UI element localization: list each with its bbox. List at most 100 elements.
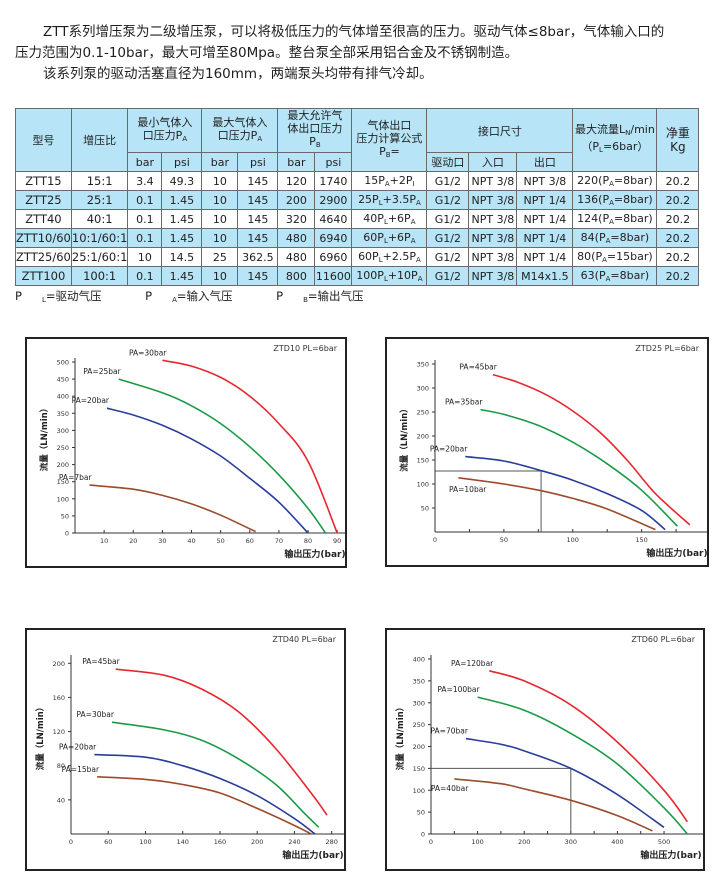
x-axis-label: 输出压力(bar): [284, 548, 345, 560]
series-label: PA=120bar: [451, 659, 494, 668]
intro-line-3: 该系列泵的驱动活塞直径为160mm，两端泵头均带有排气冷却。: [43, 66, 433, 82]
y-tick-label: 50: [421, 505, 429, 513]
header-formula: 气体出口 压力计算公式 PB=: [351, 108, 428, 172]
cell-max-bar: 10: [201, 209, 239, 229]
cell-ratio: 100:1: [70, 266, 129, 286]
series-line-pa-15bar: [97, 776, 312, 835]
cell-max-flow: 136(PA=8bar): [572, 190, 658, 210]
header-ports: 接口尺寸: [426, 108, 574, 153]
x-tick-label: 60: [104, 838, 112, 846]
cell-weight: 20.2: [656, 190, 700, 210]
cell-out-bar: 800: [277, 266, 316, 286]
y-tick-label: 350: [413, 677, 425, 685]
cell-min-bar: 0.1: [127, 209, 163, 229]
intro-text: ZTT系列增压泵为二级增压泵，可以将极低压力的气体增至很高的压力。驱动气体≤8b…: [15, 22, 715, 85]
cell-max-bar: 10: [201, 190, 239, 210]
series-label: PA=25bar: [83, 367, 121, 376]
y-tick-label: 200: [57, 461, 69, 469]
y-tick-label: 400: [413, 656, 425, 664]
x-tick-label: 60: [246, 537, 254, 545]
cell-max-psi: 145: [237, 228, 279, 248]
cell-ratio: 25:1: [70, 190, 129, 210]
cell-outlet: NPT 1/4: [516, 247, 574, 267]
cell-drive: G1/2: [426, 266, 470, 286]
chart-title: ZTD60 PL=6bar: [631, 635, 695, 644]
x-tick-label: 0: [429, 838, 433, 846]
legend-pb: P B=输出气压: [276, 289, 364, 304]
cell-min-psi: 1.45: [161, 266, 203, 286]
x-tick-label: 80: [304, 537, 312, 545]
chart-ztd60: ZTD60 PL=6bar 0 50 100 150 200 250 300 350 400 0 10…: [385, 628, 705, 871]
x-tick-label: 200: [251, 838, 263, 846]
x-axis-label: 输出压力(bar): [282, 849, 343, 861]
cell-inlet: NPT 3/8: [468, 266, 518, 286]
x-tick-label: 160: [214, 838, 226, 846]
cell-formula: 15PA+2PI: [351, 171, 428, 191]
y-tick-label: 150: [57, 478, 69, 486]
x-tick-label: 240: [288, 838, 300, 846]
y-tick-label: 500: [57, 359, 69, 367]
cell-model: ZTT25/60: [15, 247, 72, 267]
x-tick-label: 0: [69, 838, 73, 846]
cell-max-bar: 10: [201, 171, 239, 191]
chart-svg: ZTD25 PL=6bar 50 100 150 200 250 300 350 0 50 100 1…: [399, 344, 707, 559]
y-tick-label: 350: [417, 361, 429, 369]
cell-model: ZTT40: [15, 209, 72, 229]
chart-title: ZTD40 PL=6bar: [272, 635, 336, 644]
intro-line-2: 压力范围为0.1-10bar，最大可增至80Mpa。整台泵全部采用铝合金及不锈钢…: [15, 45, 519, 61]
cell-drive: G1/2: [426, 228, 470, 248]
y-tick-label: 0: [421, 831, 425, 839]
header-inlet: 入口: [468, 152, 518, 172]
chart-ztd10: ZTD10 PL=6bar 0 50 100 150 200 250 300 350 400 450…: [25, 337, 347, 568]
header-out-bar: bar: [277, 152, 316, 172]
y-tick-label: 160: [53, 694, 65, 702]
series-line-pa-100bar: [477, 696, 688, 835]
table-row: ZTT25 25:1 0.1 1.45 10 145 200 2900 25PL+3.5PA G1…: [15, 190, 700, 210]
y-tick-label: 0: [65, 530, 69, 538]
cell-max-flow: 80(PA=15bar): [572, 247, 658, 267]
cell-min-psi: 14.5: [161, 247, 203, 267]
pressure-legend: P L=驱动气压 P A=输入气压 P B=输出气压: [15, 288, 404, 304]
cell-ratio: 10:1/60:1: [70, 228, 129, 248]
chart-ztd25: ZTD25 PL=6bar 50 100 150 200 250 300 350 0 50 100 1…: [385, 337, 709, 567]
chart-title: ZTD25 PL=6bar: [635, 344, 699, 353]
cell-weight: 20.2: [656, 247, 700, 267]
cell-out-psi: 1740: [314, 171, 353, 191]
y-tick-label: 200: [413, 743, 425, 751]
y-axis-label: 流量（LN/min）: [399, 404, 410, 471]
cell-formula: 60PL+6PA: [351, 228, 428, 248]
series-line-pa-35bar: [480, 408, 678, 527]
legend-pa: P A=输入气压: [145, 289, 233, 304]
series-label: PA=15bar: [62, 765, 100, 774]
series-label: PA=20bar: [430, 445, 468, 454]
cell-weight: 20.2: [656, 209, 700, 229]
cell-max-flow: 124(PA=8bar): [572, 209, 658, 229]
series-label: PA=40bar: [431, 784, 469, 793]
header-drive-port: 驱动口: [426, 152, 470, 172]
cell-min-bar: 0.1: [127, 266, 163, 286]
cell-outlet: NPT 1/4: [516, 228, 574, 248]
y-tick-label: 250: [417, 409, 429, 417]
x-axis-label: 输出压力(bar): [640, 849, 701, 861]
cell-max-psi: 145: [237, 171, 279, 191]
legend-pl: P L=驱动气压: [15, 289, 102, 304]
cell-drive: G1/2: [426, 190, 470, 210]
series-line-pa-40bar: [454, 778, 653, 832]
series-line-pa-120bar: [489, 670, 688, 823]
cell-max-flow: 84(PA=8bar): [572, 228, 658, 248]
table-body: ZTT15 15:1 3.4 49.3 10 145 120 1740 15PA+2PI G1/2…: [15, 171, 700, 286]
y-tick-label: 50: [61, 512, 69, 520]
x-tick-label: 150: [635, 536, 647, 544]
cell-out-psi: 4640: [314, 209, 353, 229]
intro-line-1: ZTT系列增压泵为二级增压泵，可以将极低压力的气体增至很高的压力。驱动气体≤8b…: [43, 24, 665, 40]
series-label: PA=10bar: [449, 485, 487, 494]
x-tick-label: 200: [518, 838, 530, 846]
header-weight: 净重 Kg: [656, 108, 700, 172]
y-axis-label: 流量（LN/min）: [395, 703, 406, 770]
series-line-pa-30bar: [111, 721, 320, 828]
series-label: PA=30bar: [77, 710, 115, 719]
table-header-row-2: bar psi bar psi bar psi 驱动口 入口 出口: [16, 152, 699, 172]
cell-model: ZTT25: [15, 190, 72, 210]
series-line-pa-70bar: [465, 737, 665, 829]
cell-max-flow: 63(PA=8bar): [572, 266, 658, 286]
